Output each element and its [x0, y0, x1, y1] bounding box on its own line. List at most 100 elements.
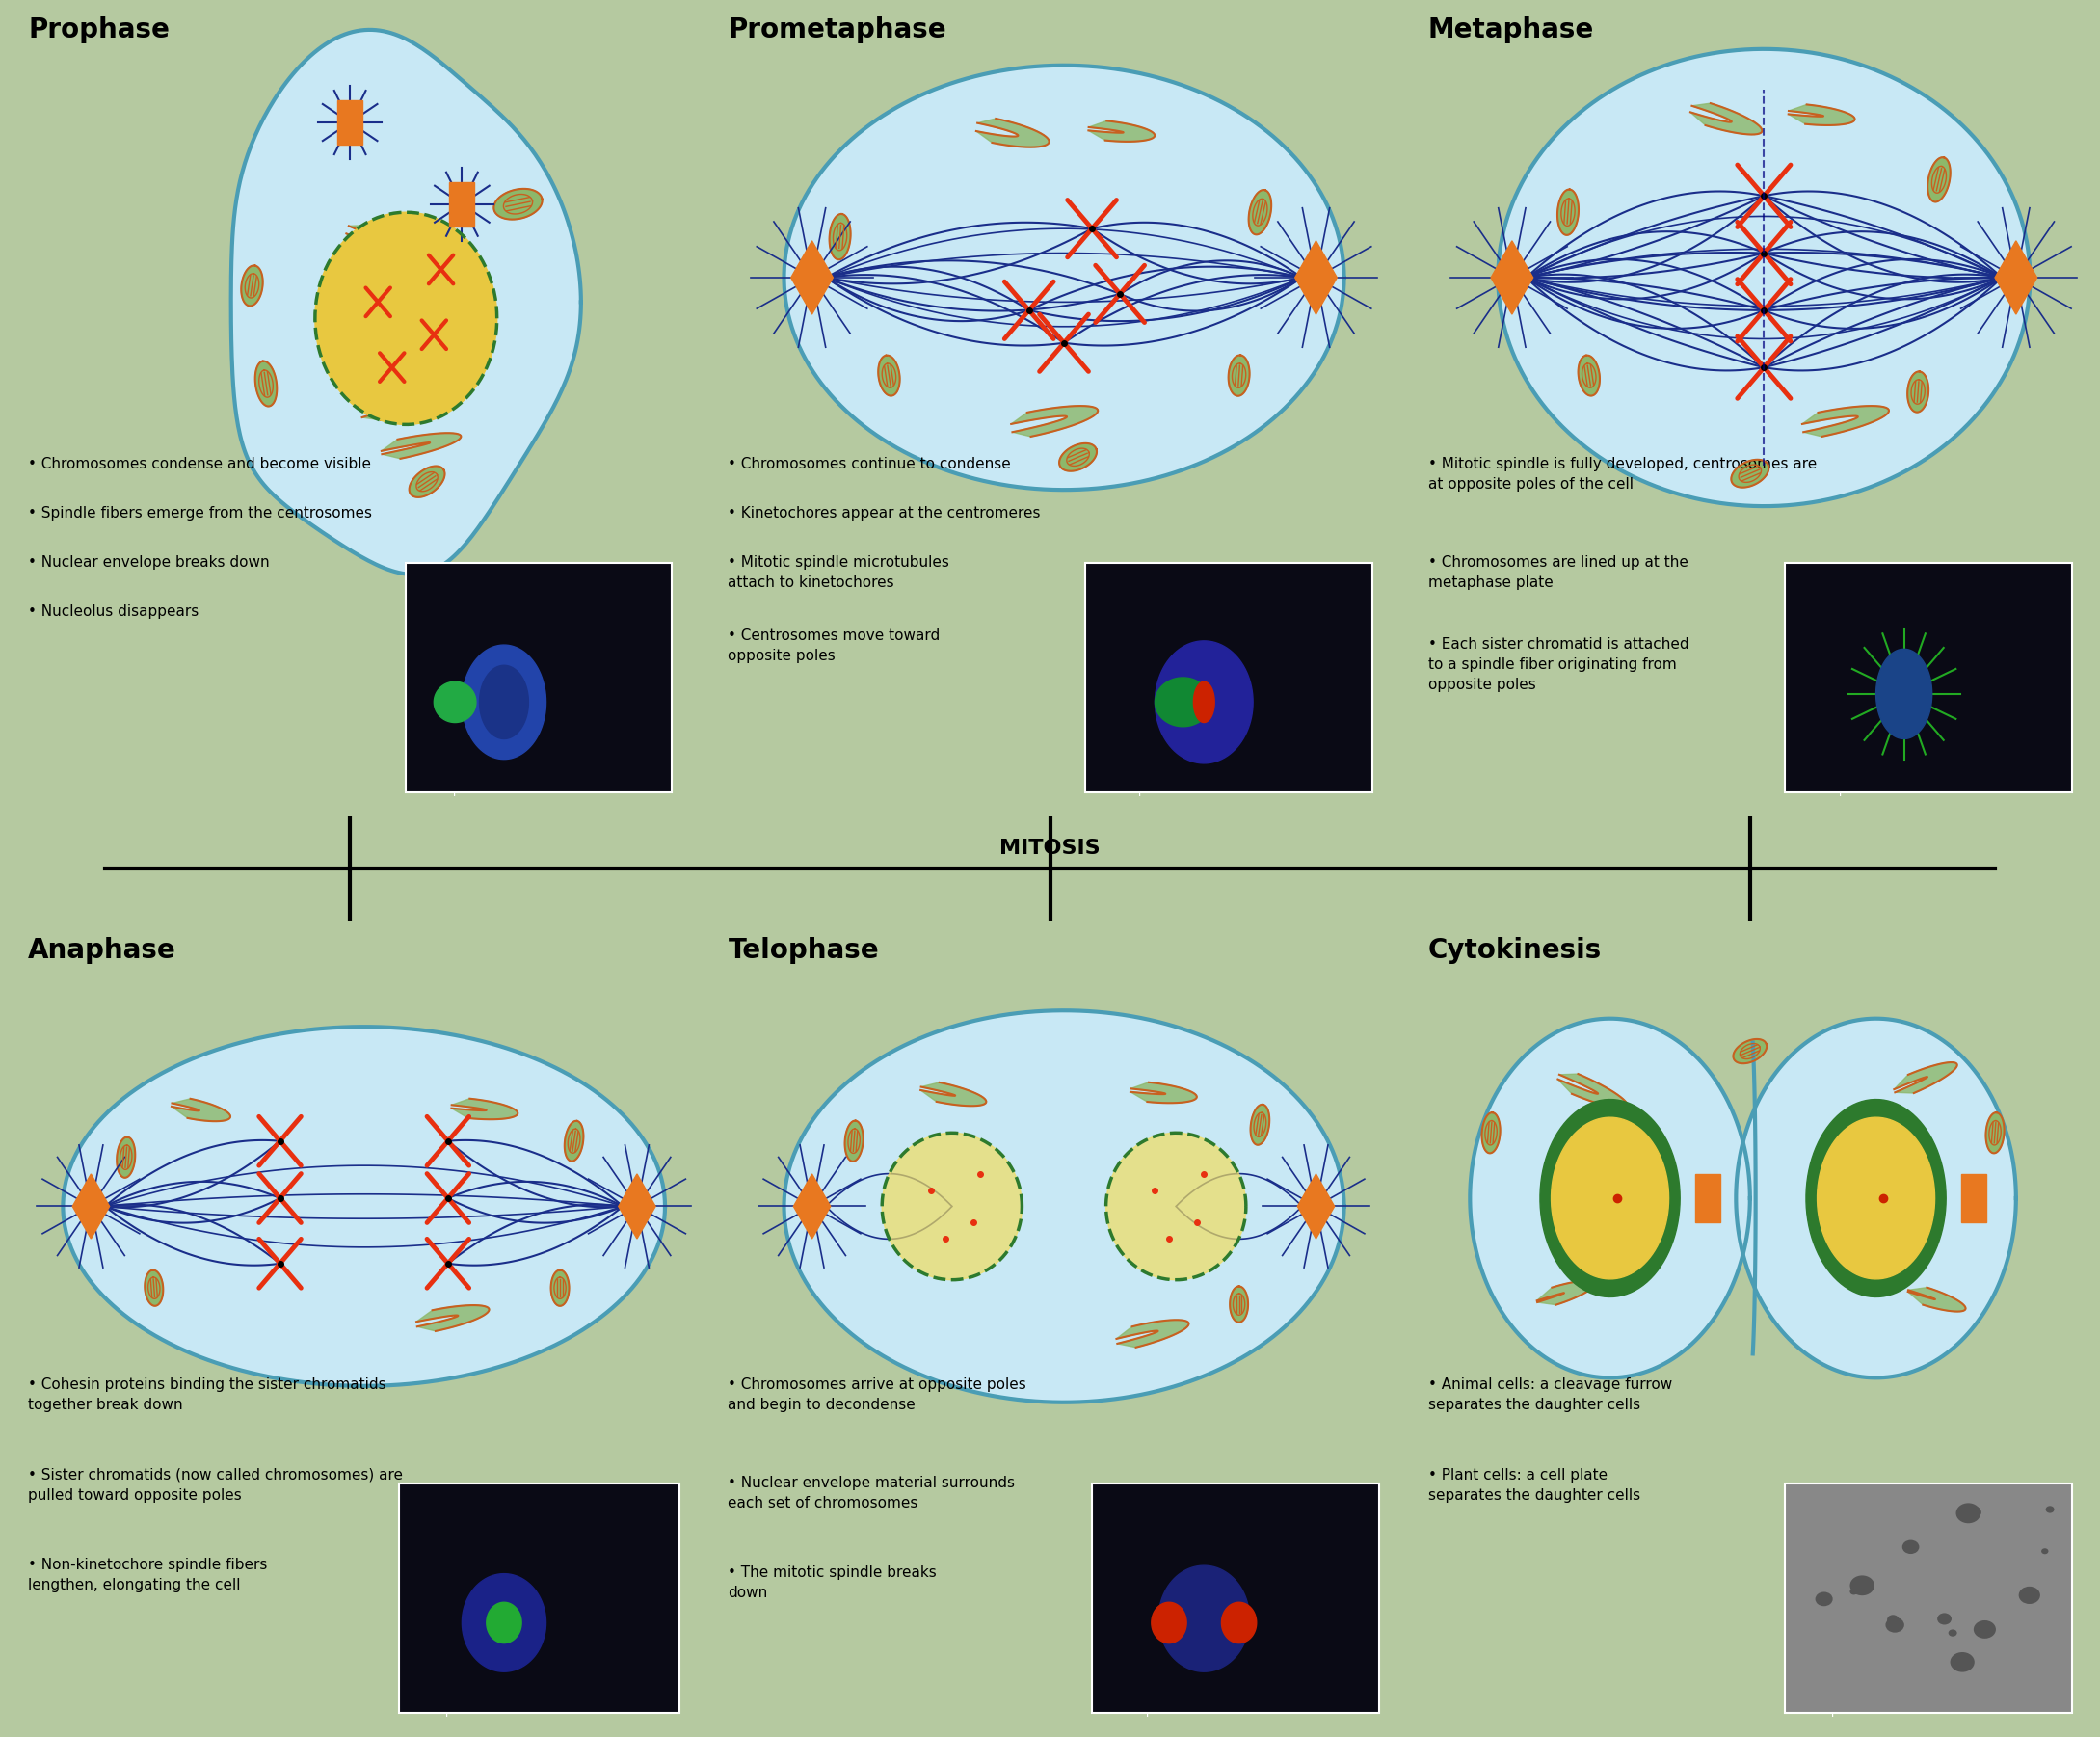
Ellipse shape [1964, 1591, 1989, 1612]
Polygon shape [620, 1174, 655, 1238]
Polygon shape [242, 266, 262, 306]
FancyBboxPatch shape [1785, 1483, 2073, 1713]
Polygon shape [1989, 1120, 2001, 1145]
Polygon shape [315, 212, 498, 424]
Polygon shape [1298, 1174, 1334, 1238]
Ellipse shape [1909, 1619, 1917, 1624]
Text: Anaphase: Anaphase [27, 936, 176, 964]
Text: • Sister chromatids (now called chromosomes) are
pulled toward opposite poles: • Sister chromatids (now called chromoso… [27, 1468, 403, 1503]
Text: • Plant cells: a cell plate
separates the daughter cells: • Plant cells: a cell plate separates th… [1428, 1468, 1640, 1503]
Polygon shape [416, 1304, 489, 1331]
FancyBboxPatch shape [405, 563, 672, 792]
Polygon shape [878, 356, 899, 396]
Text: • Chromosomes continue to condense: • Chromosomes continue to condense [729, 457, 1010, 472]
Polygon shape [1250, 189, 1270, 234]
Polygon shape [118, 1138, 134, 1178]
FancyBboxPatch shape [1092, 1483, 1380, 1713]
Text: • The mitotic spindle breaks
down: • The mitotic spindle breaks down [729, 1565, 937, 1600]
Polygon shape [783, 1011, 1344, 1402]
Text: • Chromosomes are lined up at the
metaphase plate: • Chromosomes are lined up at the metaph… [1428, 556, 1688, 591]
Text: • Non-kinetochore spindle fibers
lengthen, elongating the cell: • Non-kinetochore spindle fibers lengthe… [27, 1558, 267, 1593]
Polygon shape [504, 195, 533, 214]
Polygon shape [1579, 356, 1600, 396]
Polygon shape [1816, 1117, 1934, 1278]
Polygon shape [1739, 466, 1762, 483]
Polygon shape [1560, 198, 1575, 226]
Polygon shape [1558, 1073, 1628, 1108]
Polygon shape [1907, 372, 1928, 412]
Polygon shape [376, 259, 443, 299]
Polygon shape [1058, 443, 1096, 471]
Text: • Chromosomes arrive at opposite poles
and begin to decondense: • Chromosomes arrive at opposite poles a… [729, 1377, 1027, 1412]
Text: • Chromosomes condense and become visible: • Chromosomes condense and become visibl… [27, 457, 372, 472]
Polygon shape [462, 1574, 546, 1671]
Polygon shape [783, 66, 1344, 490]
Text: Telophase: Telophase [729, 936, 880, 964]
Polygon shape [882, 1133, 1023, 1280]
Polygon shape [493, 189, 542, 219]
Polygon shape [1117, 1320, 1189, 1348]
Ellipse shape [2012, 1614, 2029, 1628]
Text: 5 μm: 5 μm [435, 1704, 464, 1716]
Polygon shape [120, 1145, 132, 1169]
Polygon shape [550, 1270, 569, 1306]
Polygon shape [1537, 1280, 1594, 1304]
Polygon shape [1012, 406, 1098, 436]
Polygon shape [246, 274, 258, 297]
Polygon shape [1296, 241, 1338, 314]
FancyBboxPatch shape [1086, 563, 1371, 792]
Ellipse shape [1840, 1516, 1848, 1522]
Text: • Nuclear envelope breaks down: • Nuclear envelope breaks down [27, 556, 269, 570]
Polygon shape [452, 1098, 519, 1119]
Polygon shape [1789, 104, 1854, 125]
Polygon shape [1130, 1082, 1197, 1103]
Polygon shape [1987, 1112, 2003, 1153]
Text: • Each sister chromatid is attached
to a spindle fiber originating from
opposite: • Each sister chromatid is attached to a… [1428, 637, 1688, 691]
Polygon shape [1581, 363, 1596, 387]
Polygon shape [1470, 1018, 1749, 1377]
Polygon shape [792, 241, 834, 314]
Text: Metaphase: Metaphase [1428, 16, 1594, 43]
Polygon shape [882, 363, 897, 387]
Polygon shape [1928, 158, 1951, 201]
Polygon shape [1483, 1112, 1499, 1153]
Polygon shape [565, 1120, 584, 1162]
Text: • Nuclear envelope material surrounds
each set of chromosomes: • Nuclear envelope material surrounds ea… [729, 1476, 1014, 1511]
Ellipse shape [1930, 1520, 1942, 1530]
Polygon shape [462, 644, 546, 759]
Polygon shape [1088, 122, 1155, 142]
Polygon shape [1151, 1602, 1186, 1643]
Polygon shape [1250, 1105, 1270, 1145]
Polygon shape [258, 370, 273, 398]
Text: • Animal cells: a cleavage furrow
separates the daughter cells: • Animal cells: a cleavage furrow separa… [1428, 1377, 1672, 1412]
Polygon shape [231, 30, 582, 575]
Ellipse shape [1984, 1619, 1995, 1628]
Polygon shape [1228, 354, 1250, 396]
Text: Prophase: Prophase [27, 16, 170, 43]
Polygon shape [1254, 198, 1266, 226]
Polygon shape [1254, 1113, 1266, 1136]
Polygon shape [338, 101, 363, 144]
Polygon shape [1155, 641, 1254, 763]
Polygon shape [149, 1277, 160, 1299]
Text: MITOSIS: MITOSIS [1000, 839, 1100, 858]
Polygon shape [63, 1027, 666, 1386]
Polygon shape [145, 1270, 164, 1306]
Polygon shape [1159, 1565, 1250, 1671]
Ellipse shape [1844, 1508, 1867, 1529]
Polygon shape [487, 1602, 521, 1643]
Polygon shape [1233, 363, 1245, 387]
Text: • Kinetochores appear at the centromeres: • Kinetochores appear at the centromeres [729, 505, 1042, 521]
Polygon shape [74, 1174, 109, 1238]
FancyBboxPatch shape [399, 1483, 678, 1713]
Polygon shape [172, 1100, 231, 1120]
Text: • Centrosomes move toward
opposite poles: • Centrosomes move toward opposite poles [729, 629, 941, 664]
Polygon shape [361, 384, 445, 420]
Text: 5 μm: 5 μm [1827, 783, 1858, 796]
Polygon shape [1806, 1100, 1947, 1298]
Polygon shape [1497, 49, 2031, 505]
Polygon shape [920, 1082, 987, 1106]
Text: Cytokinesis: Cytokinesis [1428, 936, 1602, 964]
Polygon shape [1491, 241, 1533, 314]
Ellipse shape [1869, 1523, 1888, 1537]
